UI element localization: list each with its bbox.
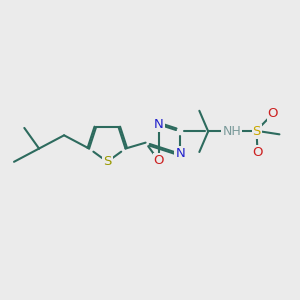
Text: NH: NH — [222, 125, 241, 138]
Text: N: N — [175, 147, 185, 161]
Text: S: S — [103, 155, 112, 168]
Text: S: S — [253, 125, 261, 138]
Text: O: O — [252, 146, 262, 159]
Text: O: O — [268, 106, 278, 120]
Text: O: O — [154, 154, 164, 167]
Text: N: N — [154, 118, 164, 131]
